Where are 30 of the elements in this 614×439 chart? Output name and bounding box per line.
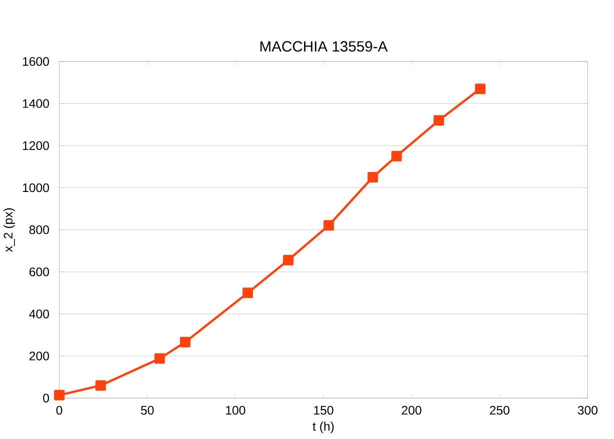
point — [154, 353, 165, 364]
point — [95, 380, 106, 391]
x-tick-label: 150 — [314, 406, 334, 415]
point — [324, 220, 334, 231]
y-tick-label: 1400 — [22, 99, 49, 108]
x-tick-label: 0 — [56, 406, 62, 415]
y-axis-title: x_2 (px) — [3, 208, 15, 252]
y-tick-label: 600 — [30, 267, 49, 276]
x-tick-label: 250 — [490, 406, 510, 415]
point — [434, 115, 444, 126]
x-tick-label: 300 — [578, 406, 598, 415]
chart-title: MACCHIA 13559-A — [260, 41, 388, 52]
x-tick-label: 100 — [226, 406, 246, 415]
y-tick-label: 1200 — [22, 141, 49, 150]
y-tick-label: 1600 — [22, 57, 49, 66]
point — [368, 172, 378, 182]
point — [474, 84, 486, 94]
y-tick-label: 800 — [29, 225, 49, 234]
point — [282, 254, 294, 266]
point — [180, 336, 190, 348]
y-tick-label: 200 — [29, 352, 49, 360]
x-axis-title: t (h) — [312, 422, 334, 434]
point — [54, 390, 65, 400]
point — [391, 150, 402, 162]
x-tick-label: 200 — [402, 406, 422, 415]
x-tick-label: 50 — [140, 406, 154, 415]
point — [242, 288, 253, 298]
y-tick-label: 0 — [43, 394, 49, 402]
y-tick-label: 1000 — [22, 183, 49, 192]
y-tick-label: 400 — [29, 310, 49, 318]
